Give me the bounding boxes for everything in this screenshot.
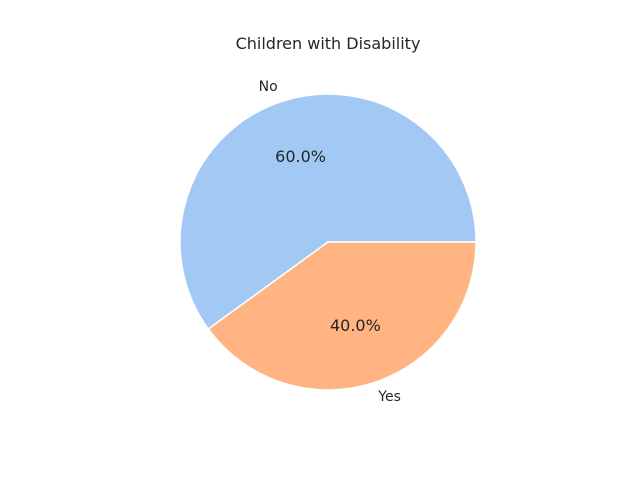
slice-percent-yes: 40.0% xyxy=(330,316,381,335)
pie-slice-yes xyxy=(207,241,477,391)
slice-label-yes: Yes xyxy=(377,389,401,405)
pie-slices xyxy=(179,93,477,391)
pie-slice-no xyxy=(179,93,477,330)
pie-labels: No 60.0% Yes 40.0% xyxy=(259,79,401,405)
slice-label-no: No xyxy=(259,79,278,95)
chart-title: Children with Disability xyxy=(236,34,421,53)
slice-percent-no: 60.0% xyxy=(275,147,326,166)
